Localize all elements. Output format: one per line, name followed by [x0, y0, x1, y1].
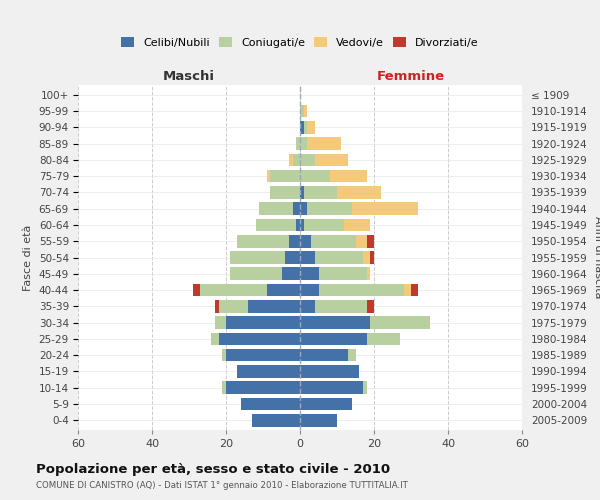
- Bar: [300, 300, 315, 312]
- Bar: [193, 284, 200, 296]
- Bar: [293, 154, 300, 166]
- Bar: [300, 316, 370, 329]
- Bar: [337, 186, 382, 199]
- Bar: [348, 349, 355, 362]
- Bar: [363, 251, 370, 264]
- Legend: Celibi/Nubili, Coniugati/e, Vedovi/e, Divorziati/e: Celibi/Nubili, Coniugati/e, Vedovi/e, Di…: [121, 37, 479, 48]
- Bar: [304, 121, 307, 134]
- Bar: [304, 104, 307, 118]
- Bar: [307, 121, 315, 134]
- Bar: [300, 398, 352, 410]
- Bar: [300, 332, 367, 345]
- Bar: [230, 251, 285, 264]
- Bar: [200, 284, 266, 296]
- Bar: [304, 186, 337, 199]
- Bar: [300, 414, 337, 426]
- Bar: [215, 316, 226, 329]
- Bar: [315, 300, 367, 312]
- Bar: [307, 137, 341, 150]
- Bar: [226, 382, 300, 394]
- Bar: [300, 218, 304, 232]
- Bar: [319, 268, 367, 280]
- Bar: [226, 349, 300, 362]
- Bar: [271, 170, 300, 182]
- Bar: [237, 235, 289, 248]
- Bar: [370, 316, 430, 329]
- Bar: [300, 121, 304, 134]
- Bar: [307, 202, 352, 215]
- Bar: [300, 154, 315, 166]
- Bar: [355, 235, 367, 248]
- Bar: [223, 382, 226, 394]
- Bar: [211, 332, 218, 345]
- Bar: [367, 332, 400, 345]
- Bar: [300, 137, 307, 150]
- Bar: [266, 284, 300, 296]
- Bar: [300, 365, 359, 378]
- Bar: [241, 398, 300, 410]
- Bar: [300, 251, 315, 264]
- Bar: [237, 365, 300, 378]
- Bar: [300, 284, 319, 296]
- Bar: [300, 268, 319, 280]
- Bar: [285, 251, 300, 264]
- Y-axis label: Anni di nascita: Anni di nascita: [593, 216, 600, 298]
- Bar: [367, 268, 370, 280]
- Bar: [266, 170, 271, 182]
- Bar: [271, 186, 300, 199]
- Bar: [218, 332, 300, 345]
- Bar: [252, 414, 300, 426]
- Bar: [230, 268, 281, 280]
- Bar: [300, 170, 329, 182]
- Bar: [404, 284, 411, 296]
- Bar: [300, 202, 307, 215]
- Bar: [370, 251, 374, 264]
- Bar: [226, 316, 300, 329]
- Bar: [411, 284, 418, 296]
- Bar: [352, 202, 418, 215]
- Y-axis label: Fasce di età: Fasce di età: [23, 224, 33, 290]
- Bar: [315, 251, 363, 264]
- Bar: [300, 349, 348, 362]
- Bar: [289, 235, 300, 248]
- Bar: [344, 218, 370, 232]
- Bar: [256, 218, 296, 232]
- Bar: [311, 235, 355, 248]
- Bar: [248, 300, 300, 312]
- Bar: [300, 186, 304, 199]
- Bar: [315, 154, 348, 166]
- Text: Maschi: Maschi: [163, 70, 215, 82]
- Bar: [300, 382, 363, 394]
- Bar: [304, 218, 344, 232]
- Text: Popolazione per età, sesso e stato civile - 2010: Popolazione per età, sesso e stato civil…: [36, 462, 390, 475]
- Bar: [223, 349, 226, 362]
- Bar: [367, 235, 374, 248]
- Bar: [259, 202, 293, 215]
- Bar: [363, 382, 367, 394]
- Bar: [367, 300, 374, 312]
- Bar: [319, 284, 404, 296]
- Bar: [300, 104, 304, 118]
- Bar: [215, 300, 218, 312]
- Bar: [329, 170, 367, 182]
- Text: COMUNE DI CANISTRO (AQ) - Dati ISTAT 1° gennaio 2010 - Elaborazione TUTTITALIA.I: COMUNE DI CANISTRO (AQ) - Dati ISTAT 1° …: [36, 481, 408, 490]
- Bar: [296, 137, 300, 150]
- Bar: [218, 300, 248, 312]
- Bar: [300, 235, 311, 248]
- Bar: [293, 202, 300, 215]
- Bar: [281, 268, 300, 280]
- Text: Femmine: Femmine: [377, 70, 445, 82]
- Bar: [289, 154, 293, 166]
- Bar: [296, 218, 300, 232]
